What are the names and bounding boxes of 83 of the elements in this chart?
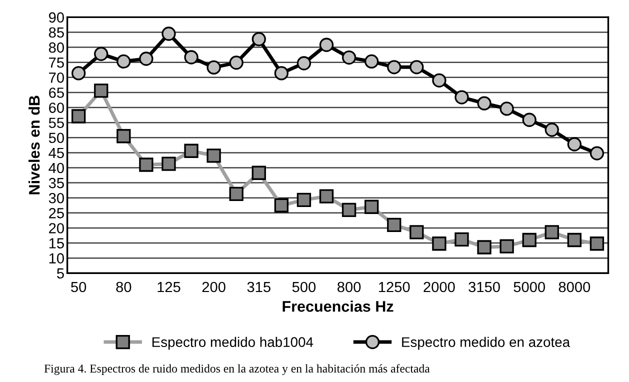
point [319,38,334,52]
x-tick-label: 50 [71,282,86,292]
y-tick-label: 85 [48,27,64,38]
point [477,96,492,110]
point [432,73,446,88]
x-tick-label: 80 [116,282,132,292]
point [94,84,108,98]
y-tick-label: 5 [57,268,64,279]
y-tick-label: 35 [48,178,64,188]
point [387,60,402,74]
x-tick-label: 125 [158,282,180,292]
legend-label: Espectro medido en azotea [402,336,570,350]
y-tick-label: 45 [48,148,64,158]
point [296,56,312,70]
point [410,225,424,240]
y-tick-label: 10 [49,253,64,264]
x-tick-label: 315 [247,282,270,292]
y-tick-label: 55 [48,118,64,128]
point [590,146,604,160]
point [454,90,469,104]
x-tick-label: 5000 [514,282,546,292]
text: Figura 4. Espectros de ruido medidos en la azotea y en la habitación más afectada [44,364,430,375]
point [342,50,356,65]
point [364,200,379,214]
y-tick-label: 90 [48,12,64,23]
point [364,54,379,69]
point [139,158,154,172]
legend-label: Espectro medido hab1004 [152,336,314,350]
point [71,109,86,124]
x-tick-label: 200 [202,282,226,292]
point [567,232,582,248]
y-tick-label: 15 [49,238,64,248]
point [454,232,469,246]
point [477,240,492,254]
y-tick-label: 65 [49,88,64,98]
point [432,236,446,251]
point [319,189,334,204]
point [229,56,244,70]
point [522,232,536,248]
point [184,144,198,158]
x-tick-label: 500 [292,282,316,292]
point [544,225,559,240]
x-axis-title: Frecuencias Hz [282,300,394,312]
point [274,66,289,80]
x-tick-label: 3150 [468,282,500,292]
point [500,102,514,116]
point [252,166,266,180]
point [387,218,402,232]
point [71,66,86,80]
point [522,112,536,127]
x-tick-label: 2000 [424,282,455,292]
y-tick-label: 80 [48,42,64,53]
x-tick-label: 1250 [379,282,410,292]
y-tick-label: 40 [48,162,64,174]
point [274,198,289,212]
y-tick-label: 25 [49,208,64,218]
point [229,186,244,202]
y-tick-label: 30 [48,192,64,204]
point [206,148,221,163]
y-axis-title: Niveles en dB [28,96,40,194]
point [162,26,176,41]
x-tick-label: 800 [338,282,361,292]
y-tick-label: 50 [48,132,64,144]
point [544,122,559,137]
x-tick-label: 8000 [558,282,590,292]
point [500,239,514,254]
point [116,129,131,144]
point [116,54,131,69]
point [206,60,221,75]
point [162,156,176,171]
point [410,60,424,74]
point [139,52,154,66]
point [567,137,582,152]
y-tick-label: 20 [49,223,64,234]
point [94,46,108,62]
point [184,50,198,64]
point [342,202,356,217]
y-tick-label: 60 [49,102,64,113]
point [590,236,604,251]
y-tick-label: 70 [49,72,64,83]
y-tick-label: 75 [49,58,64,68]
point [252,32,266,46]
point [296,192,312,208]
